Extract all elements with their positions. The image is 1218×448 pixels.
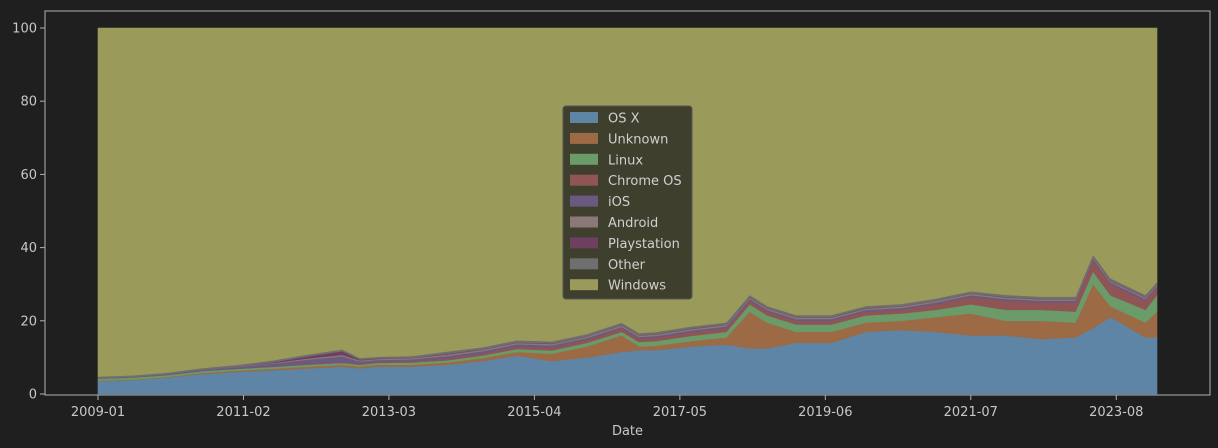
legend-swatch-os-x	[570, 112, 598, 123]
legend-swatch-chrome-os	[570, 174, 598, 186]
legend-label-os-x: OS X	[608, 112, 640, 127]
x-tick-label: 2011-02	[216, 405, 270, 420]
legend-label-chrome-os: Chrome OS	[608, 174, 682, 189]
y-tick-label: 20	[20, 314, 37, 329]
y-axis: 0 20 40 60 80 100	[12, 22, 45, 403]
legend[interactable]: OS X Unknown Linux Chrome OS iOS Android Plays…	[562, 105, 693, 300]
axes-frame	[44, 10, 1211, 396]
legend-swatch-windows	[570, 279, 598, 291]
x-tick-label: 2009-01	[71, 405, 125, 420]
x-tick-label: 2021-07	[944, 405, 998, 420]
legend-label-other: Other	[608, 258, 646, 273]
legend-swatch-playstation	[570, 237, 598, 249]
y-tick-label: 60	[20, 168, 37, 183]
legend-swatch-ios	[570, 195, 598, 207]
x-tick-label: 2019-06	[798, 405, 852, 420]
legend-label-playstation: Playstation	[608, 237, 680, 252]
y-tick-label: 80	[20, 95, 37, 110]
y-tick-label: 40	[20, 241, 37, 256]
legend-swatch-unknown	[570, 132, 598, 144]
legend-label-windows: Windows	[608, 279, 666, 294]
y-tick-label: 0	[29, 388, 37, 403]
legend-label-linux: Linux	[608, 153, 643, 168]
legend-label-unknown: Unknown	[608, 132, 668, 147]
legend-label-android: Android	[608, 216, 658, 231]
x-tick-label: 2017-05	[653, 405, 707, 420]
x-axis-label: Date	[612, 424, 643, 439]
x-axis: 2009-01 2011-02 2013-03 2015-04 2017-05 2019-…	[71, 395, 1143, 420]
legend-swatch-android	[570, 216, 598, 228]
legend-swatch-other	[570, 258, 598, 270]
x-tick-label: 2015-04	[507, 405, 561, 420]
y-tick-label: 100	[12, 22, 37, 37]
x-tick-label: 2023-08	[1089, 405, 1143, 420]
legend-label-ios: iOS	[608, 195, 630, 210]
legend-swatch-linux	[570, 153, 598, 165]
x-tick-label: 2013-03	[362, 405, 416, 420]
